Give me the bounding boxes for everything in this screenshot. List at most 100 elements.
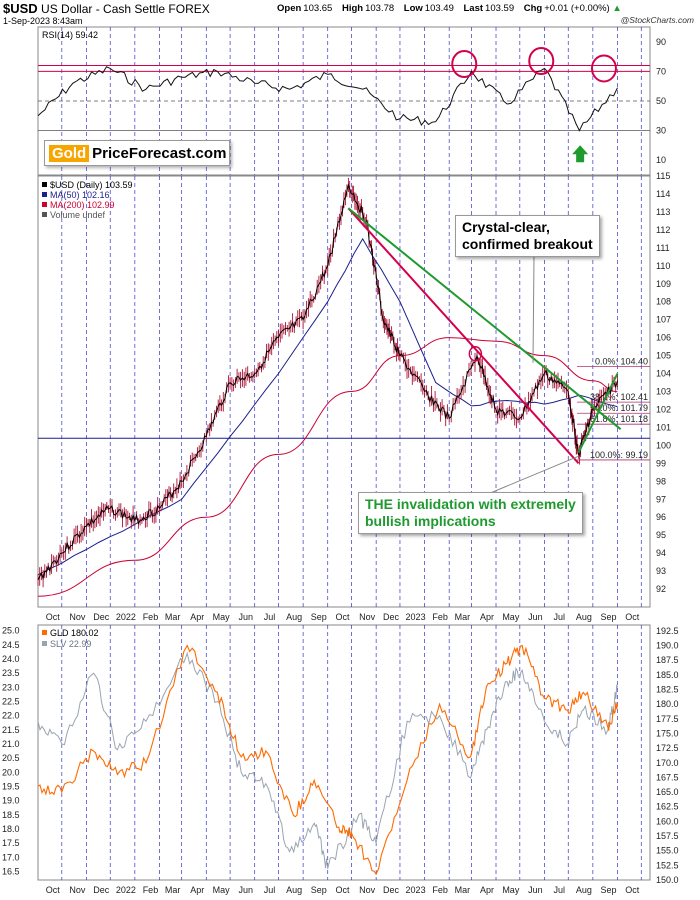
quote-bar: Open 103.65 High 103.78 Low 103.49 Last 103.… — [277, 3, 622, 14]
metals-x-tick-6: Apr — [190, 885, 204, 895]
ma200-line — [37, 337, 618, 597]
gld-tick-187.5: 187.5 — [656, 655, 679, 665]
usd-tick-115: 115 — [656, 171, 670, 181]
usd-x-tick-22: Aug — [576, 612, 592, 622]
slv-tick-19.5: 19.5 — [2, 782, 20, 792]
rsi-tick-50: 50 — [656, 96, 666, 106]
slv-tick-18.5: 18.5 — [2, 810, 20, 820]
up-arrow-icon: ▲ — [612, 3, 622, 14]
chg-label: Chg — [523, 3, 543, 14]
chart-title: $USD US Dollar - Cash Settle FOREX — [3, 1, 210, 16]
usd-x-tick-8: Jun — [238, 612, 253, 622]
usd-x-tick-1: Nov — [69, 612, 86, 622]
rsi-legend: RSI(14) 59.42 — [42, 30, 98, 40]
slv-tick-20: 20.0 — [2, 767, 20, 777]
metals-x-tick-14: Dec — [383, 885, 400, 895]
usd-tick-92: 92 — [656, 584, 666, 594]
usd-legend-1: MA(50) 102.16 — [50, 190, 110, 200]
rsi-tick-30: 30 — [656, 126, 666, 136]
usd-x-tick-21: Jul — [553, 612, 565, 622]
rsi-highlight-circle-1 — [528, 47, 555, 76]
slv-tick-19: 19.0 — [2, 796, 20, 806]
slv-tick-24: 24.0 — [2, 654, 20, 664]
usd-tick-96: 96 — [656, 512, 666, 522]
gld-tick-170: 170.0 — [656, 758, 679, 768]
credit: @StockCharts.com — [620, 15, 694, 25]
rsi-tick-90: 90 — [656, 37, 666, 47]
rsi-tick-10: 10 — [656, 155, 666, 165]
usd-tick-94: 94 — [656, 548, 666, 558]
usd-x-tick-14: Dec — [383, 612, 400, 622]
metals-x-tick-21: Jul — [553, 885, 565, 895]
high-value: 103.78 — [365, 3, 395, 14]
usd-legend-3: Volume undef — [50, 210, 106, 220]
usd-tick-105: 105 — [656, 351, 671, 361]
fib-label-4: 100.0%: 99.19 — [590, 450, 648, 460]
gld-tick-167.5: 167.5 — [656, 772, 679, 782]
usd-x-tick-10: Aug — [286, 612, 302, 622]
logo: Gold PriceForecast.com — [44, 140, 230, 166]
trend-line-green-channel — [577, 373, 619, 453]
metals-x-tick-1: Nov — [69, 885, 86, 895]
usd-tick-95: 95 — [656, 530, 666, 540]
usd-tick-102: 102 — [656, 404, 671, 414]
gld-tick-152.5: 152.5 — [656, 860, 679, 870]
gld-tick-182.5: 182.5 — [656, 684, 679, 694]
fib-label-3: 61.8%: 101.18 — [590, 414, 648, 424]
metals-legend-swatch-0 — [42, 630, 47, 635]
usd-x-tick-13: Nov — [359, 612, 376, 622]
usd-tick-110: 110 — [656, 261, 670, 271]
metals-x-tick-13: Nov — [359, 885, 376, 895]
usd-tick-103: 103 — [656, 387, 671, 397]
usd-x-tick-2: Dec — [93, 612, 110, 622]
metals-x-tick-15: 2023 — [406, 885, 426, 895]
slv-tick-23: 23.0 — [2, 682, 20, 692]
metals-x-tick-19: May — [502, 885, 520, 895]
gld-tick-162.5: 162.5 — [656, 802, 679, 812]
gld-tick-190: 190.0 — [656, 641, 679, 651]
usd-tick-104: 104 — [656, 369, 671, 379]
usd-tick-108: 108 — [656, 297, 671, 307]
metals-x-tick-3: 2022 — [116, 885, 136, 895]
usd-x-tick-17: Mar — [455, 612, 471, 622]
usd-x-tick-24: Oct — [625, 612, 640, 622]
metals-x-tick-24: Oct — [625, 885, 640, 895]
gld-tick-160: 160.0 — [656, 816, 679, 826]
rsi-tick-70: 70 — [656, 66, 666, 76]
metals-x-tick-20: Jun — [528, 885, 543, 895]
price-line — [37, 183, 618, 581]
chg-value: +0.01 (+0.00%) — [544, 3, 610, 14]
metals-x-tick-10: Aug — [286, 885, 302, 895]
slv-tick-22: 22.0 — [2, 711, 20, 721]
usd-tick-107: 107 — [656, 315, 671, 325]
rsi-highlight-circle-2 — [590, 54, 617, 83]
metals-x-tick-2: Dec — [93, 885, 110, 895]
high-label: High — [341, 3, 364, 14]
slv-tick-21.5: 21.5 — [2, 725, 20, 735]
gld-tick-175: 175.0 — [656, 728, 679, 738]
breakout-line-1: Crystal-clear, — [462, 219, 550, 235]
metals-panel-frame — [37, 624, 651, 881]
metals-x-tick-16: Feb — [432, 885, 448, 895]
gld-tick-177.5: 177.5 — [656, 714, 679, 724]
gld-tick-180: 180.0 — [656, 699, 679, 709]
usd-x-tick-5: Mar — [165, 612, 181, 622]
metals-x-tick-7: May — [213, 885, 231, 895]
usd-tick-98: 98 — [656, 476, 666, 486]
slv-tick-16.5: 16.5 — [2, 867, 20, 877]
usd-tick-97: 97 — [656, 494, 666, 504]
usd-x-tick-0: Oct — [46, 612, 61, 622]
fib-label-1: 38.2%: 102.41 — [590, 392, 648, 402]
fib-label-2: 50.0%: 101.79 — [590, 403, 648, 413]
trend-line-green — [347, 207, 622, 430]
usd-tick-114: 114 — [656, 189, 670, 199]
rsi-highlight-circle-0 — [451, 50, 478, 78]
gld-tick-165: 165.0 — [656, 787, 679, 797]
chart-date: 1-Sep-2023 8:43am — [3, 16, 83, 26]
usd-x-tick-23: Sep — [600, 612, 616, 622]
usd-highlight-circle — [468, 346, 483, 362]
usd-x-tick-19: May — [502, 612, 520, 622]
fib-label-0: 0.0%: 104.40 — [595, 356, 648, 366]
invalidation-annotation: THE invalidation with extremely bullish … — [358, 492, 583, 534]
metals-x-tick-23: Sep — [600, 885, 616, 895]
